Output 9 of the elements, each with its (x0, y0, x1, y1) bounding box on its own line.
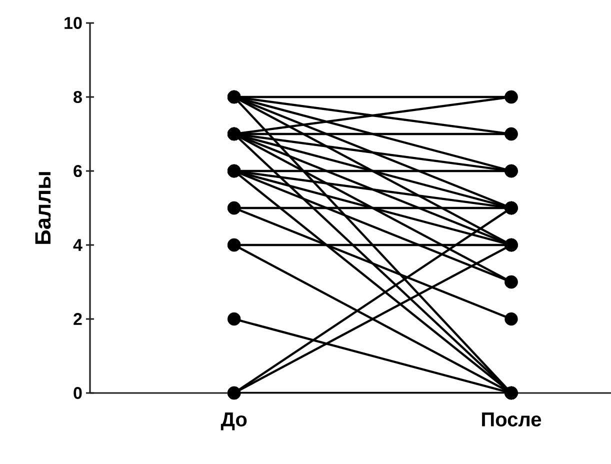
y-tick-label: 6 (74, 164, 82, 178)
y-tick-label: 0 (74, 386, 82, 400)
y-axis-title: Баллы (35, 172, 51, 244)
y-tick-label: 8 (74, 90, 82, 104)
x-tick-label: После (482, 412, 542, 426)
y-tick-label: 2 (74, 313, 82, 325)
y-tick-label: 4 (73, 239, 82, 251)
x-tick-label: До (220, 412, 247, 430)
y-tick-label: 10 (64, 16, 82, 30)
